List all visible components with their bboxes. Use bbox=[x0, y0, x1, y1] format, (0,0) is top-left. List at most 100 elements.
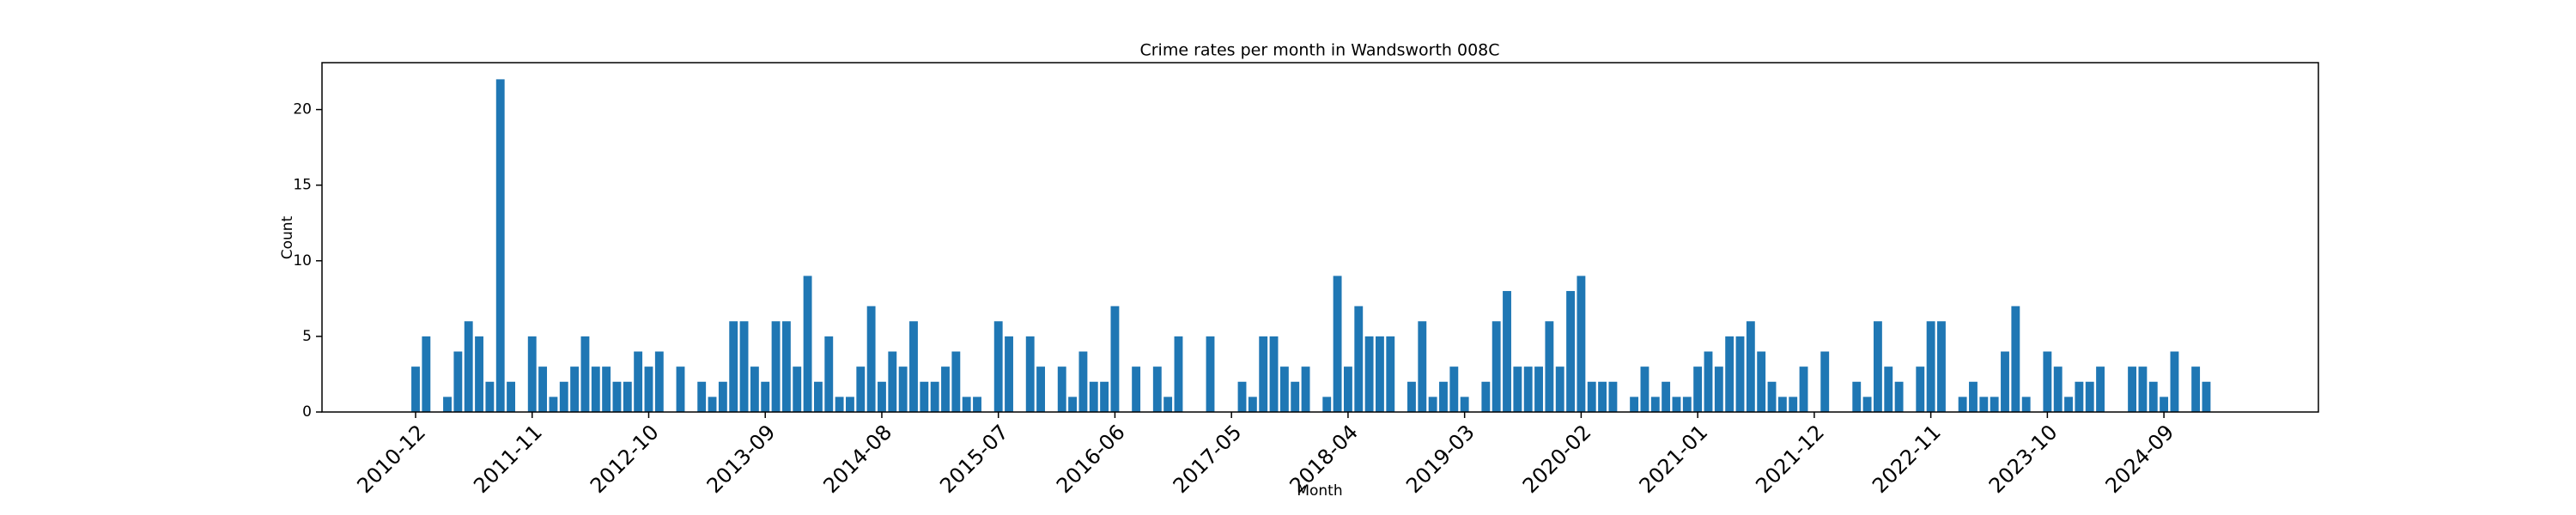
bar bbox=[1990, 397, 1999, 412]
bar bbox=[1958, 397, 1967, 412]
bar bbox=[1418, 321, 1427, 412]
bar bbox=[1333, 276, 1342, 412]
bar bbox=[2011, 306, 2020, 412]
bar bbox=[1916, 367, 1925, 412]
y-tick-label: 10 bbox=[293, 252, 312, 270]
bar bbox=[1259, 336, 1268, 412]
bar bbox=[443, 397, 452, 412]
bar bbox=[813, 381, 823, 412]
bar bbox=[1439, 381, 1448, 412]
bar bbox=[1884, 367, 1893, 412]
bar bbox=[676, 367, 685, 412]
bar bbox=[453, 351, 463, 412]
bar bbox=[1110, 306, 1120, 412]
bar bbox=[2075, 381, 2084, 412]
x-tick-label: 2011-11 bbox=[469, 420, 547, 498]
bar bbox=[1163, 397, 1173, 412]
bar bbox=[1969, 381, 1978, 412]
bar bbox=[1714, 367, 1723, 412]
bar bbox=[2096, 367, 2105, 412]
bar bbox=[1132, 367, 1141, 412]
bar bbox=[2001, 351, 2009, 412]
bar bbox=[1100, 381, 1109, 412]
bar bbox=[1937, 321, 1946, 412]
bar bbox=[1672, 397, 1681, 412]
bar bbox=[1523, 367, 1533, 412]
x-tick-label: 2013-09 bbox=[702, 420, 781, 498]
bar bbox=[1757, 351, 1766, 412]
bar bbox=[856, 367, 866, 412]
bar bbox=[1577, 276, 1586, 412]
bar bbox=[1746, 321, 1755, 412]
bar bbox=[1301, 367, 1310, 412]
bar bbox=[1534, 367, 1543, 412]
bar bbox=[1152, 367, 1162, 412]
bar bbox=[1078, 351, 1088, 412]
bar bbox=[1460, 397, 1469, 412]
bar bbox=[718, 381, 727, 412]
bar bbox=[1640, 367, 1649, 412]
bar bbox=[2160, 397, 2169, 412]
bar bbox=[739, 321, 749, 412]
x-tick-label: 2024-09 bbox=[2101, 420, 2179, 498]
bar bbox=[1777, 397, 1787, 412]
bar bbox=[781, 321, 791, 412]
bar bbox=[411, 367, 420, 412]
bar bbox=[495, 79, 505, 412]
bar bbox=[962, 397, 971, 412]
bar bbox=[1068, 397, 1078, 412]
plot-frame bbox=[321, 62, 2319, 413]
bar bbox=[1608, 381, 1618, 412]
bar bbox=[549, 397, 558, 412]
x-tick-label: 2014-08 bbox=[818, 420, 896, 498]
bar bbox=[930, 381, 939, 412]
y-tick-label: 15 bbox=[293, 177, 312, 194]
x-tick-label: 2015-07 bbox=[935, 420, 1013, 498]
bar bbox=[580, 336, 590, 412]
bar bbox=[1036, 367, 1045, 412]
bar bbox=[644, 367, 653, 412]
bar bbox=[761, 381, 770, 412]
bar bbox=[708, 397, 717, 412]
bar bbox=[729, 321, 738, 412]
x-tick-label: 2012-10 bbox=[586, 420, 664, 498]
x-tick-label: 2021-12 bbox=[1751, 420, 1829, 498]
bar bbox=[1057, 367, 1066, 412]
bar bbox=[1343, 367, 1352, 412]
bar bbox=[2021, 397, 2031, 412]
bar bbox=[1269, 336, 1279, 412]
bar bbox=[464, 321, 473, 412]
x-tick-label: 2010-12 bbox=[352, 420, 430, 498]
bar bbox=[1449, 367, 1459, 412]
bar bbox=[1725, 336, 1735, 412]
bar bbox=[973, 397, 981, 412]
bar bbox=[888, 351, 897, 412]
bar bbox=[2148, 381, 2158, 412]
bar bbox=[623, 381, 632, 412]
bar bbox=[1545, 321, 1554, 412]
bar bbox=[1662, 381, 1671, 412]
bar bbox=[1364, 336, 1374, 412]
bar bbox=[1598, 381, 1607, 412]
bar bbox=[2085, 381, 2094, 412]
bar bbox=[1862, 397, 1872, 412]
bar bbox=[1799, 367, 1808, 412]
bar bbox=[1354, 306, 1364, 412]
bar bbox=[1820, 351, 1830, 412]
bar bbox=[993, 321, 1003, 412]
bar bbox=[485, 381, 495, 412]
bar bbox=[1237, 381, 1247, 412]
bar bbox=[1386, 336, 1395, 412]
bar bbox=[771, 321, 781, 412]
x-tick-label: 2016-06 bbox=[1052, 420, 1130, 498]
bar bbox=[1852, 381, 1862, 412]
bar bbox=[909, 321, 918, 412]
bar bbox=[475, 336, 483, 412]
bar bbox=[654, 351, 664, 412]
y-tick-label: 0 bbox=[302, 403, 312, 421]
bar bbox=[697, 381, 707, 412]
bar bbox=[2043, 351, 2052, 412]
bar bbox=[1767, 381, 1777, 412]
bar bbox=[602, 367, 611, 412]
x-tick-label: 2021-01 bbox=[1635, 420, 1713, 498]
